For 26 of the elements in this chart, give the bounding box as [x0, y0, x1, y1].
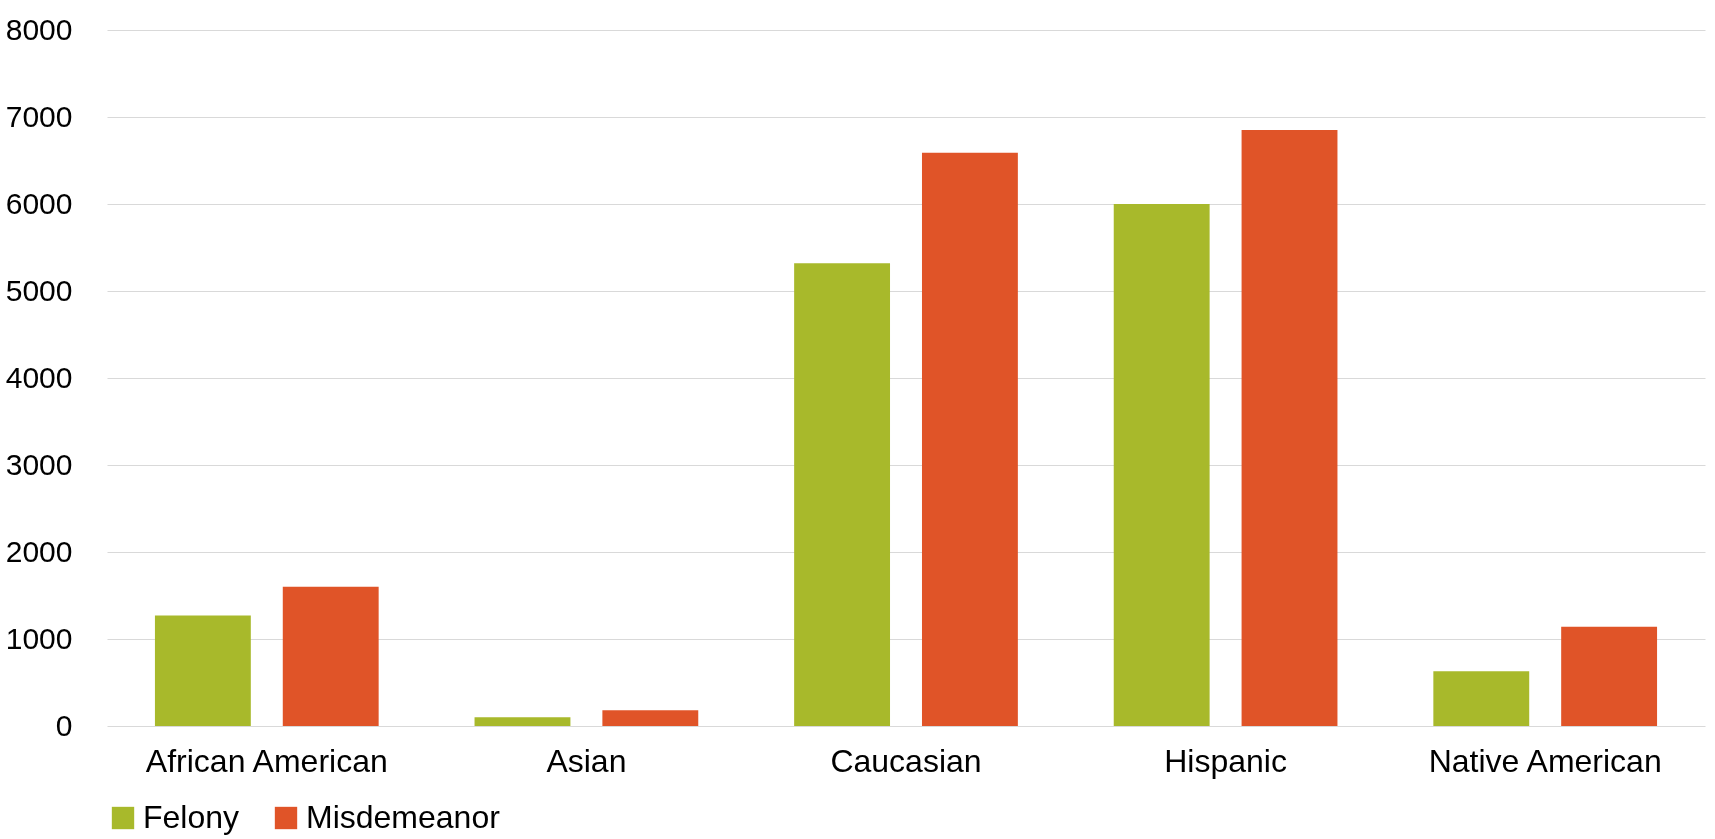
bar [602, 710, 699, 726]
y-tick-label: 5000 [5, 273, 73, 307]
x-tick-label: Native American [1428, 742, 1662, 779]
x-tick-label: African American [145, 742, 388, 779]
bar [1113, 204, 1210, 726]
bar [282, 586, 379, 726]
y-tick-label: 3000 [5, 447, 73, 481]
bar [1241, 130, 1338, 726]
y-tick-label: 0 [55, 708, 73, 742]
legend-label: Felony [143, 799, 240, 835]
bar [921, 152, 1018, 726]
x-tick-label: Hispanic [1164, 742, 1287, 779]
bar [794, 263, 891, 726]
y-tick-label: 8000 [5, 12, 73, 46]
y-tick-label: 6000 [5, 186, 73, 220]
bar [1561, 626, 1658, 726]
y-tick-label: 4000 [5, 360, 73, 394]
bar [154, 615, 251, 726]
bar [1433, 671, 1530, 726]
y-tick-label: 1000 [5, 621, 73, 655]
x-tick-label: Asian [546, 742, 627, 779]
bar [474, 717, 571, 726]
legend-label: Misdemeanor [306, 799, 501, 835]
x-tick-label: Caucasian [830, 742, 982, 779]
y-tick-label: 7000 [5, 99, 73, 133]
y-tick-label: 2000 [5, 534, 73, 568]
